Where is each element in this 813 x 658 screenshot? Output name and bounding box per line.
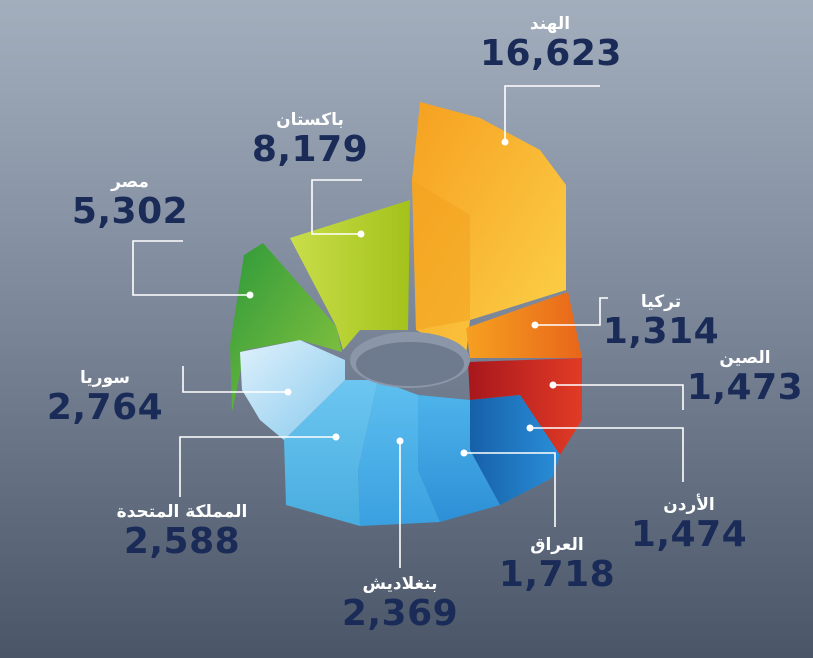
wedge-egypt (230, 243, 342, 412)
label-value: 2,764 (46, 387, 164, 428)
leader-iraq (464, 452, 556, 527)
leader-egypt (132, 240, 250, 296)
label-name: باكستان (276, 110, 344, 130)
label-india: الهند 16,623 (480, 14, 622, 74)
wedge-uk (284, 380, 378, 526)
leader-dots (246, 138, 557, 457)
dot-china (549, 381, 557, 389)
leader-uk (179, 436, 336, 497)
label-value: 1,474 (630, 514, 748, 555)
label-value: 5,302 (71, 191, 189, 232)
label-value: 1,718 (498, 554, 616, 595)
dot-turkey (531, 321, 539, 329)
wedge-bangladesh (358, 380, 440, 526)
label-name: الهند (529, 14, 571, 34)
label-name: الأردن (663, 495, 715, 515)
leader-china (553, 384, 684, 410)
leader-india (504, 85, 600, 142)
wedge-india-face (412, 180, 470, 330)
wedge-jordan (470, 395, 560, 505)
label-syria: سوريا 2,764 (40, 368, 170, 428)
leader-jordan (530, 427, 684, 482)
label-value: 1,473 (686, 367, 804, 408)
label-name: بنغلاديش (362, 574, 438, 594)
label-name: سوريا (80, 368, 130, 388)
dot-bangladesh (396, 437, 404, 445)
label-value: 2,369 (341, 593, 459, 634)
leader-lines (132, 85, 684, 568)
wedge-syria (240, 340, 345, 440)
leader-turkey (535, 297, 608, 326)
label-pakistan: باكستان 8,179 (240, 110, 380, 170)
leader-syria (182, 366, 288, 393)
label-value: 16,623 (480, 33, 622, 74)
label-name: تركيا (640, 292, 682, 312)
label-name: الصين (719, 348, 771, 368)
label-value: 1,314 (602, 311, 720, 352)
label-name: المملكة المتحدة (116, 502, 248, 522)
label-iraq: العراق 1,718 (492, 535, 622, 595)
dot-uk (332, 433, 340, 441)
donut-hole-shadow (356, 342, 464, 386)
leader-pakistan (311, 179, 362, 235)
dot-pakistan (357, 230, 365, 238)
dot-iraq (460, 449, 468, 457)
label-value: 2,588 (123, 521, 241, 562)
label-uk: المملكة المتحدة 2,588 (92, 502, 272, 562)
label-name: مصر (111, 172, 149, 192)
label-name: العراق (530, 535, 584, 555)
wedge-turkey (466, 292, 582, 358)
label-egypt: مصر 5,302 (60, 172, 200, 232)
label-turkey: تركيا 1,314 (596, 292, 726, 352)
label-value: 8,179 (251, 129, 369, 170)
chart-wedges (230, 102, 582, 526)
dot-india (501, 138, 509, 146)
label-bangladesh: بنغلاديش 2,369 (330, 574, 470, 634)
wedge-iraq (418, 395, 500, 522)
dot-egypt (246, 291, 254, 299)
dot-jordan (526, 424, 534, 432)
label-jordan: الأردن 1,474 (624, 495, 754, 555)
label-china: الصين 1,473 (680, 348, 810, 408)
dot-syria (284, 388, 292, 396)
wedge-pakistan (290, 200, 410, 350)
